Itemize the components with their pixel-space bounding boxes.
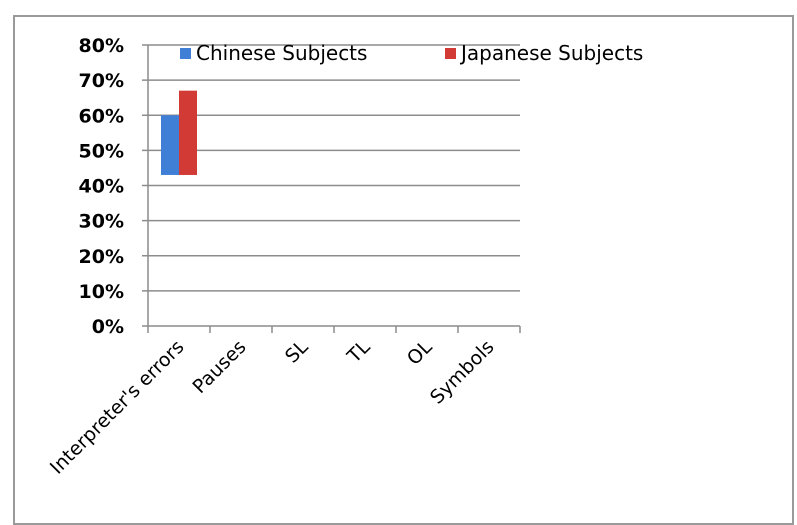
y-tick-label: 40% bbox=[79, 176, 124, 198]
x-tick-label: Pauses bbox=[188, 336, 250, 398]
x-tick-label: Interpreter's errors bbox=[46, 336, 189, 479]
bar bbox=[161, 115, 179, 175]
legend-swatch bbox=[445, 48, 456, 59]
y-tick-label: 50% bbox=[79, 140, 124, 162]
legend-label: Chinese Subjects bbox=[196, 41, 367, 65]
legend-label: Japanese Subjects bbox=[459, 41, 643, 65]
y-tick-labels: 0% 10% 20% 30% 40% 50% 60% 70% 80% bbox=[79, 35, 124, 338]
y-tick-label: 0% bbox=[92, 316, 124, 338]
bars bbox=[161, 90, 197, 175]
x-tick-label: SL bbox=[281, 336, 313, 368]
x-tick-label: TL bbox=[343, 336, 375, 368]
legend: Chinese Subjects Japanese Subjects bbox=[180, 41, 643, 65]
bar bbox=[179, 90, 197, 175]
y-tick-label: 30% bbox=[79, 211, 124, 233]
axes bbox=[142, 44, 521, 333]
y-tick-label: 20% bbox=[79, 246, 124, 268]
y-tick-label: 70% bbox=[79, 70, 124, 92]
y-tick-label: 80% bbox=[79, 35, 124, 57]
legend-swatch bbox=[180, 48, 191, 59]
x-tick-label: OL bbox=[403, 336, 437, 370]
gridlines bbox=[148, 44, 520, 292]
y-tick-label: 10% bbox=[79, 281, 124, 303]
x-tick-label: Symbols bbox=[426, 336, 499, 409]
chart-frame bbox=[13, 15, 794, 525]
y-tick-label: 60% bbox=[79, 105, 124, 127]
